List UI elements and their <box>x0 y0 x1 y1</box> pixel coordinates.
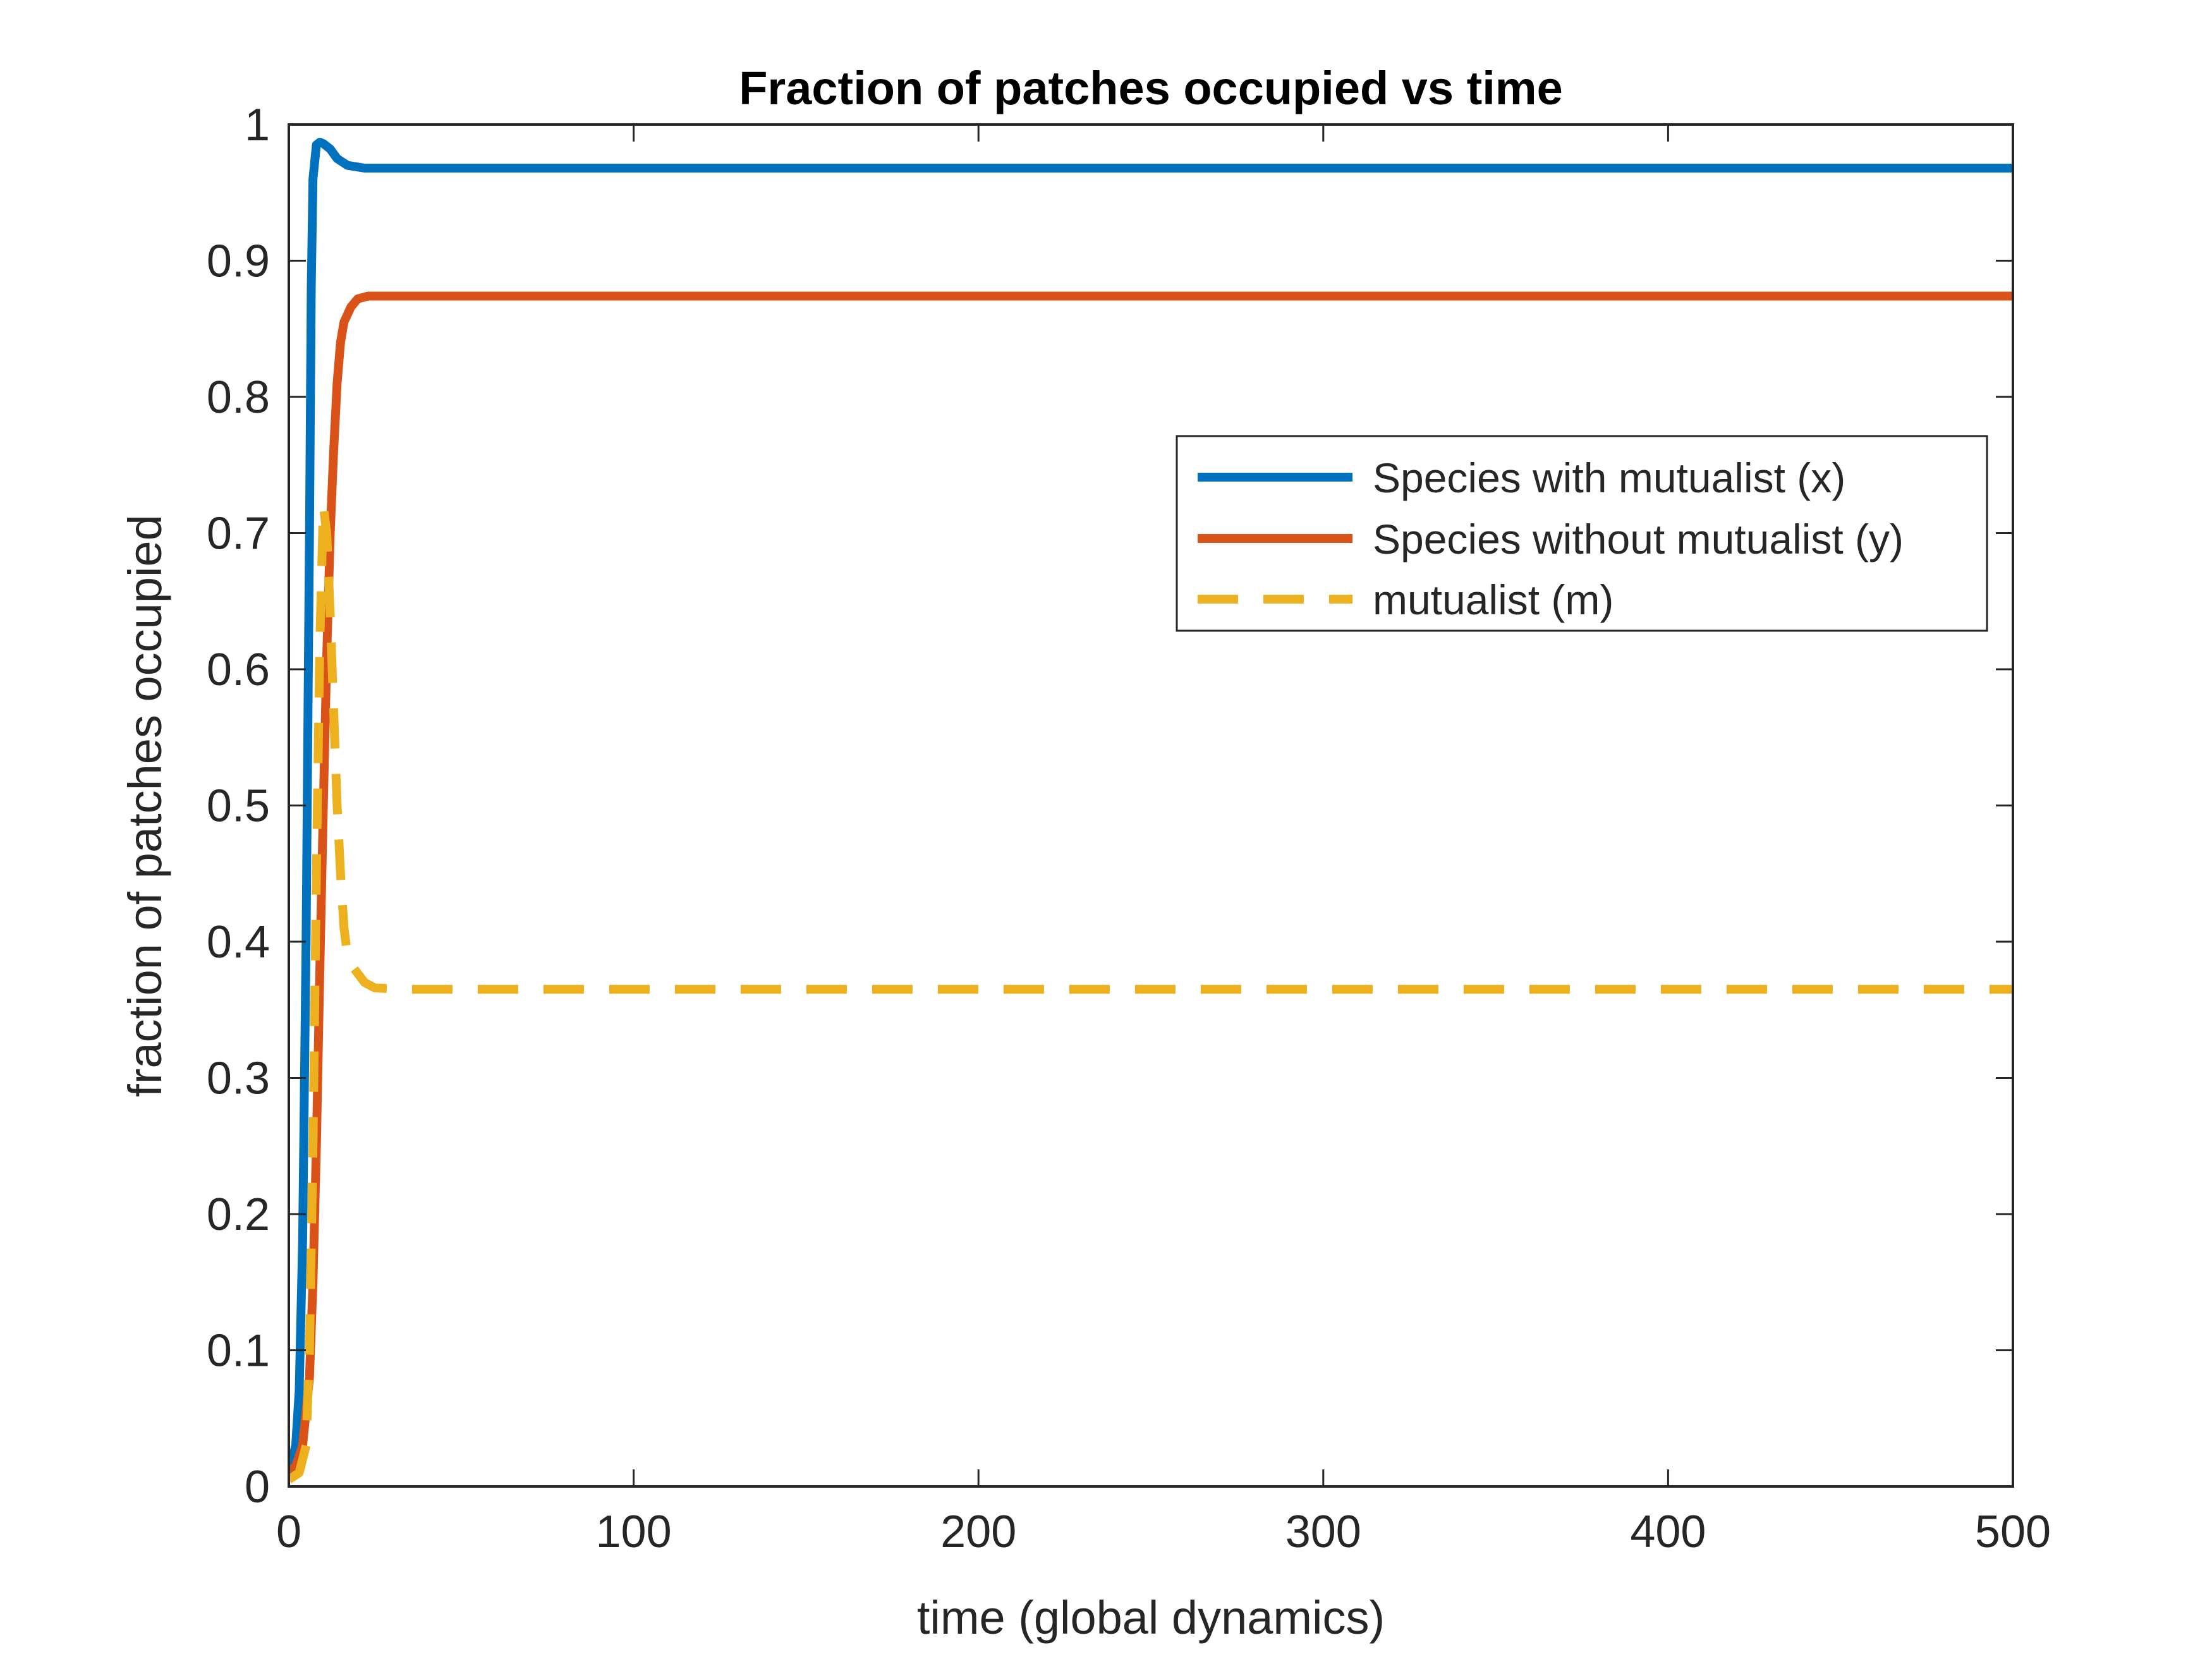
legend-entry-label: mutualist (m) <box>1373 576 1613 623</box>
x-axis-label: time (global dynamics) <box>917 1591 1385 1644</box>
legend-entry-label: Species without mutualist (y) <box>1373 516 1904 562</box>
series-line-species-without-mutualist-y <box>289 291 2013 1476</box>
x-tick-label: 400 <box>1630 1507 1706 1557</box>
legend-entry-label: Species with mutualist (x) <box>1373 454 1845 501</box>
legend: Species with mutualist (x) Species withou… <box>1176 435 1988 632</box>
y-tick-label: 0.5 <box>207 781 270 832</box>
x-tick-label: 500 <box>1975 1507 2051 1557</box>
y-tick-label: 0.4 <box>207 917 270 968</box>
x-tick-label: 300 <box>1285 1507 1361 1557</box>
series-line-mutualist-m <box>289 501 2013 1484</box>
x-tick-label: 200 <box>940 1507 1016 1557</box>
y-tick-label: 0.6 <box>207 645 270 695</box>
y-tick-label: 0.2 <box>207 1189 270 1240</box>
y-tick-label: 0.3 <box>207 1054 270 1104</box>
y-tick-label: 0.7 <box>207 509 270 559</box>
plot-area <box>289 125 2013 1486</box>
x-tick-label: 0 <box>276 1507 301 1557</box>
series-line-species-with-mutualist-x <box>289 138 2013 1474</box>
y-tick-label: 0.9 <box>207 236 270 287</box>
y-tick-label: 0 <box>245 1462 270 1512</box>
y-axis-label: fraction of patches occupied <box>119 514 171 1097</box>
chart-title: Fraction of patches occupied vs time <box>739 62 1563 114</box>
y-tick-label: 0.1 <box>207 1326 270 1376</box>
legend-box <box>1176 435 1988 632</box>
x-tick-label: 100 <box>596 1507 672 1557</box>
y-tick-label: 0.8 <box>207 372 270 423</box>
y-tick-label: 1 <box>245 100 270 150</box>
